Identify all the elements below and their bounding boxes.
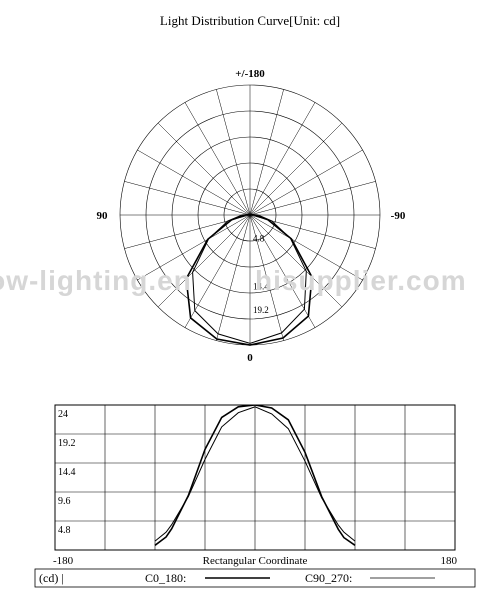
svg-text:Rectangular Coordinate: Rectangular Coordinate — [203, 555, 308, 567]
svg-text:C0_180:: C0_180: — [145, 571, 186, 585]
svg-text:4.8: 4.8 — [253, 233, 265, 243]
figure-container: Light Distribution Curve[Unit: cd] +/-180… — [0, 0, 500, 614]
svg-text:19.2: 19.2 — [253, 305, 269, 315]
svg-text:90: 90 — [97, 210, 109, 222]
svg-text:180: 180 — [441, 555, 458, 567]
svg-text:-90: -90 — [391, 210, 406, 222]
svg-text:C90_270:: C90_270: — [305, 571, 352, 585]
svg-text:+/-180: +/-180 — [235, 68, 265, 80]
svg-text:14.4: 14.4 — [58, 467, 76, 478]
svg-text:14.4: 14.4 — [253, 282, 269, 292]
chart-svg: Light Distribution Curve[Unit: cd] +/-180… — [0, 0, 500, 614]
svg-text:(cd) |: (cd) | — [39, 571, 64, 585]
svg-text:24: 24 — [58, 409, 68, 420]
svg-text:-180: -180 — [53, 555, 74, 567]
svg-text:19.2: 19.2 — [58, 438, 76, 449]
svg-text:4.8: 4.8 — [58, 525, 71, 536]
svg-text:0: 0 — [247, 352, 253, 364]
svg-text:Light Distribution Curve[Unit:: Light Distribution Curve[Unit: cd] — [160, 13, 340, 28]
svg-text:9.6: 9.6 — [58, 496, 71, 507]
